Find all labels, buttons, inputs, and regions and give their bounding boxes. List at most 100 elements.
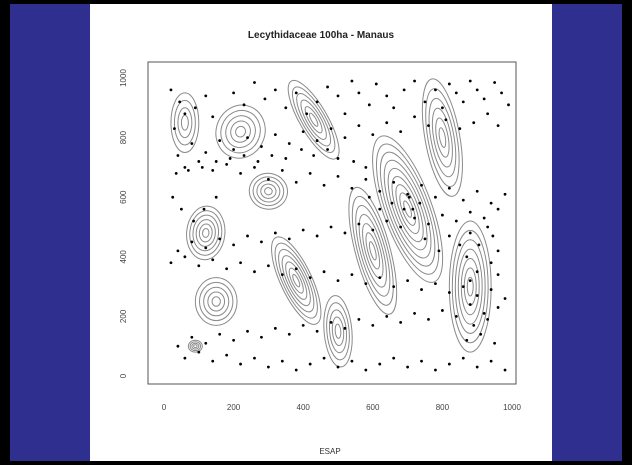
tree-point-70 (280, 168, 284, 172)
tree-point-174 (378, 362, 382, 366)
tree-point-54 (287, 142, 291, 145)
x-tick-200: 200 (227, 403, 241, 412)
contour-line-33 (186, 205, 226, 261)
tree-point-226 (180, 207, 183, 211)
tree-point-102 (287, 237, 291, 241)
tree-point-216 (284, 157, 288, 160)
tree-point-164 (239, 362, 242, 366)
tree-point-35 (482, 97, 486, 101)
tree-point-160 (183, 356, 187, 360)
tree-point-58 (232, 148, 236, 151)
tree-point-179 (447, 362, 451, 366)
tree-point-142 (413, 312, 416, 315)
tree-point-105 (246, 234, 249, 238)
tree-point-29 (441, 106, 444, 110)
contour-line-16 (292, 273, 301, 288)
chart-title: Lecythidaceae 100ha - Manaus (248, 30, 395, 41)
tree-point-144 (385, 315, 389, 318)
x-axis-label: ESAP (319, 447, 340, 456)
tree-point-197 (468, 279, 472, 283)
contour-line-10 (365, 232, 381, 270)
tree-point-130 (434, 282, 437, 286)
tree-point-221 (214, 160, 218, 163)
tree-point-135 (503, 297, 507, 300)
contour-line-8 (372, 135, 444, 283)
tree-point-212 (336, 157, 340, 160)
tree-point-75 (350, 186, 354, 190)
tree-point-134 (489, 288, 493, 291)
contour-line-40 (235, 125, 246, 138)
contour-line-65 (189, 341, 202, 352)
tree-point-108 (204, 246, 208, 250)
tree-point-26 (413, 79, 416, 83)
contour-line-21 (274, 242, 318, 319)
contour-line-62 (194, 277, 238, 326)
tree-point-207 (390, 201, 394, 205)
tree-point-176 (406, 365, 409, 369)
tree-point-98 (343, 231, 347, 235)
tree-point-214 (312, 154, 316, 157)
tree-point-120 (294, 267, 298, 271)
contour-line-69 (328, 309, 348, 354)
tree-point-39 (486, 112, 490, 116)
tree-point-23 (385, 94, 389, 98)
tree-point-204 (418, 201, 422, 205)
tree-point-165 (253, 356, 256, 360)
tree-point-158 (190, 335, 194, 339)
tree-point-151 (287, 332, 291, 336)
tree-point-191 (491, 234, 495, 238)
tree-point-34 (475, 88, 479, 92)
tree-point-136 (496, 306, 500, 309)
tree-point-31 (454, 91, 458, 95)
tree-point-9 (253, 81, 256, 84)
contour-line-51 (466, 276, 474, 297)
tree-point-92 (427, 222, 430, 226)
contour-line-12 (358, 214, 387, 288)
tree-point-125 (364, 282, 368, 286)
tree-point-213 (326, 148, 329, 151)
tree-point-111 (169, 261, 173, 265)
contour-line-36 (300, 99, 327, 140)
contour-line-1 (399, 192, 416, 226)
tree-point-69 (267, 177, 270, 181)
contour-line-74 (173, 99, 196, 146)
tree-point-32 (461, 100, 465, 104)
contour-line-19 (281, 255, 311, 307)
y-tick-0: 0 (119, 373, 128, 378)
contour-line-27 (248, 172, 289, 210)
contour-line-73 (177, 107, 193, 139)
tree-point-170 (322, 356, 326, 360)
tree-point-19 (350, 79, 354, 83)
tree-point-162 (211, 359, 215, 363)
tree-point-76 (364, 177, 368, 181)
tree-point-86 (503, 192, 507, 196)
contour-line-59 (207, 291, 226, 312)
contour-line-17 (288, 267, 304, 294)
x-tick-1000: 1000 (503, 403, 521, 412)
tree-point-43 (444, 118, 448, 122)
tree-point-161 (197, 350, 201, 354)
tree-point-116 (239, 261, 242, 265)
contour-line-37 (296, 92, 332, 147)
y-tick-200: 200 (119, 309, 128, 323)
tree-point-168 (294, 368, 298, 372)
tree-point-84 (475, 189, 479, 193)
tree-point-152 (273, 326, 277, 330)
tree-point-88 (482, 216, 486, 220)
contour-line-23 (264, 187, 273, 196)
tree-point-124 (350, 273, 354, 277)
tree-point-178 (434, 368, 437, 372)
y-axis: 0 200 400 600 800 1000 (119, 69, 149, 378)
contour-line-60 (203, 286, 230, 317)
contour-line-31 (192, 214, 220, 252)
tree-point-129 (420, 288, 423, 291)
tree-point-157 (204, 341, 208, 345)
tree-point-36 (493, 81, 496, 84)
tree-point-50 (343, 136, 347, 140)
tree-point-72 (308, 171, 312, 175)
tree-point-128 (406, 279, 409, 283)
tree-point-6 (211, 115, 215, 119)
contour-line-42 (225, 115, 256, 149)
tree-point-68 (253, 166, 256, 169)
tree-point-177 (420, 359, 423, 363)
